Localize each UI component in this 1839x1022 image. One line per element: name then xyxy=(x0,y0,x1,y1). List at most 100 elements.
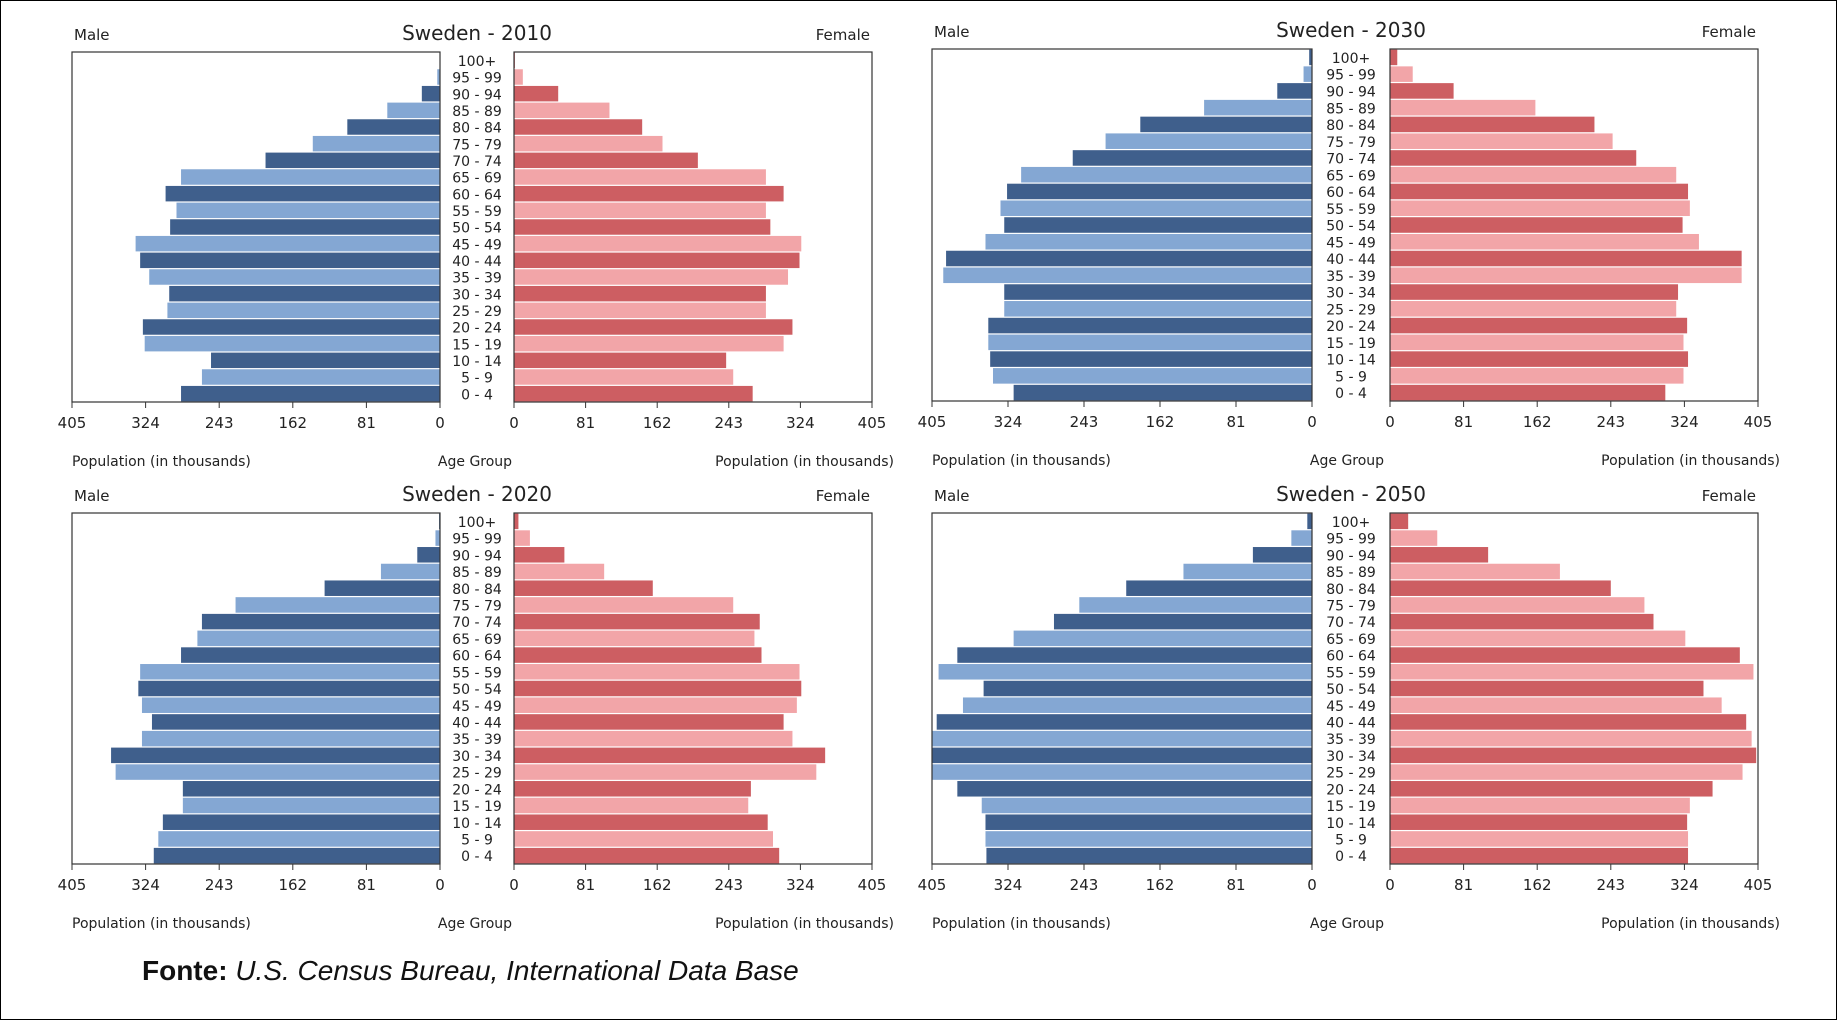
male-bar xyxy=(1183,563,1312,580)
female-bar xyxy=(514,335,784,352)
male-bar xyxy=(135,235,441,252)
female-bar xyxy=(514,764,817,780)
female-bar xyxy=(1390,166,1677,183)
age-group-label: 95 - 99 xyxy=(1326,68,1376,84)
male-tick-label: 324 xyxy=(994,413,1023,431)
female-bar xyxy=(1390,368,1684,384)
female-bar xyxy=(1390,797,1690,814)
age-axis-label: Age Group xyxy=(438,916,512,932)
female-tick-label: 324 xyxy=(786,876,815,894)
female-bar xyxy=(514,697,797,713)
female-bar xyxy=(1390,747,1757,764)
age-group-label: 20 - 24 xyxy=(452,782,502,798)
male-bar xyxy=(151,714,440,730)
male-tick-label: 405 xyxy=(58,876,87,894)
age-group-label: 100+ xyxy=(1332,515,1370,531)
male-bar xyxy=(932,764,1312,780)
male-bar xyxy=(144,335,441,352)
age-group-label: 0 - 4 xyxy=(1335,849,1367,865)
female-bar xyxy=(514,814,768,830)
age-group-label: 55 - 59 xyxy=(452,204,502,220)
male-bar xyxy=(421,85,440,102)
female-tick-label: 405 xyxy=(1744,876,1773,894)
age-group-label: 70 - 74 xyxy=(452,615,502,631)
female-tick-label: 405 xyxy=(858,414,887,432)
age-group-label: 5 - 9 xyxy=(1335,833,1367,849)
age-group-label: 10 - 14 xyxy=(452,354,502,370)
age-group-label: 35 - 39 xyxy=(452,732,502,748)
female-bar xyxy=(514,747,826,764)
age-group-label: 55 - 59 xyxy=(1326,202,1376,218)
female-bar xyxy=(1390,547,1489,563)
male-bar xyxy=(181,169,440,185)
male-bar xyxy=(938,664,1312,680)
female-bar xyxy=(1390,831,1689,847)
age-group-label: 65 - 69 xyxy=(1326,168,1376,184)
female-bar xyxy=(1390,250,1742,267)
pyramid-chart: Male Sweden - 2050 Female 0 - 45 - 910 - 14… xyxy=(918,482,1780,932)
male-bar xyxy=(1013,384,1312,401)
chart-title: Sweden - 2020 xyxy=(402,482,552,506)
age-group-label: 0 - 4 xyxy=(461,387,493,403)
female-tick-label: 243 xyxy=(714,414,743,432)
male-bar xyxy=(153,847,440,864)
female-tick-label: 405 xyxy=(858,876,887,894)
male-tick-label: 0 xyxy=(1307,876,1317,894)
age-group-label: 60 - 64 xyxy=(1326,649,1376,665)
male-bar xyxy=(138,680,440,697)
age-group-label: 100+ xyxy=(458,515,496,531)
age-group-label: 65 - 69 xyxy=(1326,632,1376,648)
male-bar xyxy=(182,797,441,814)
male-tick-label: 405 xyxy=(58,414,87,432)
female-bar xyxy=(514,285,766,302)
female-bar xyxy=(1390,200,1690,217)
female-bar xyxy=(514,135,663,152)
female-bar xyxy=(1390,847,1689,864)
female-bar xyxy=(1390,764,1743,780)
female-bar xyxy=(514,102,610,119)
female-label: Female xyxy=(1702,487,1756,505)
female-bar xyxy=(1390,351,1689,367)
age-group-label: 45 - 49 xyxy=(452,237,502,253)
age-group-label: 40 - 44 xyxy=(1326,716,1376,732)
age-group-label: 0 - 4 xyxy=(1335,386,1367,402)
age-group-label: 60 - 64 xyxy=(1326,185,1376,201)
age-group-label: 60 - 64 xyxy=(452,187,502,203)
female-plot-frame xyxy=(513,51,873,403)
male-bar xyxy=(115,764,441,780)
female-plot-frame xyxy=(513,512,873,865)
male-bar xyxy=(211,352,440,369)
male-bar xyxy=(932,730,1312,747)
female-bar xyxy=(514,797,749,814)
female-tick-label: 324 xyxy=(786,414,815,432)
age-group-label: 30 - 34 xyxy=(452,749,502,765)
female-bar xyxy=(514,185,784,202)
male-bar xyxy=(181,385,440,402)
female-bar xyxy=(1390,384,1666,401)
female-tick-label: 162 xyxy=(1523,413,1552,431)
male-bar xyxy=(162,814,440,830)
age-group-label: 80 - 84 xyxy=(1326,118,1376,134)
male-bar xyxy=(417,547,440,563)
male-tick-label: 243 xyxy=(1070,876,1099,894)
male-bar xyxy=(140,664,441,680)
age-group-label: 15 - 19 xyxy=(1326,336,1376,352)
female-tick-label: 405 xyxy=(1744,413,1773,431)
chart-title: Sweden - 2010 xyxy=(402,21,552,45)
age-group-label: 75 - 79 xyxy=(1326,135,1376,151)
female-tick-label: 81 xyxy=(1454,413,1473,431)
pyramid-chart: Male Sweden - 2010 Female 0 - 45 - 910 - 14… xyxy=(58,21,894,470)
female-tick-label: 0 xyxy=(1385,413,1395,431)
male-bar xyxy=(182,781,441,797)
age-group-label: 40 - 44 xyxy=(1326,252,1376,268)
male-bar xyxy=(1004,301,1312,317)
male-tick-label: 81 xyxy=(357,414,376,432)
male-bar xyxy=(167,302,440,319)
female-axis-label: Population (in thousands) xyxy=(1601,916,1780,932)
female-tick-label: 81 xyxy=(1454,876,1473,894)
age-group-label: 25 - 29 xyxy=(1326,766,1376,782)
male-bar xyxy=(957,781,1312,797)
male-bar xyxy=(142,319,440,335)
female-plot-frame xyxy=(1389,512,1759,865)
